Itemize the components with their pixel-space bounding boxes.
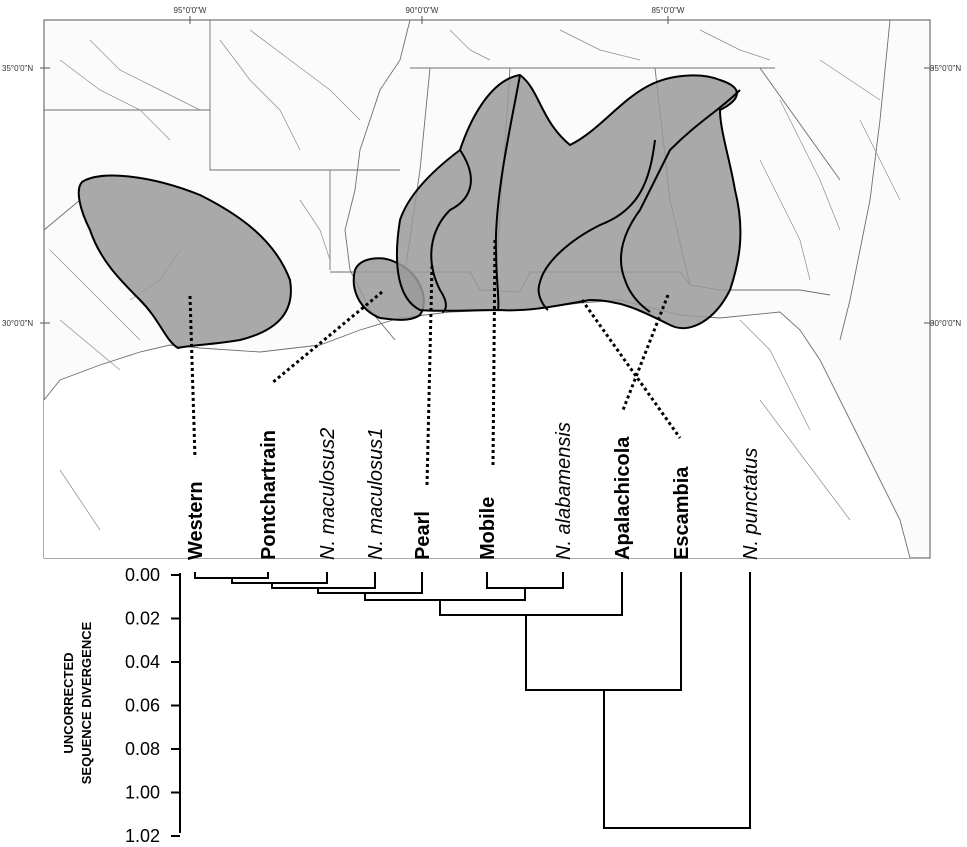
dendrogram: [194, 572, 751, 829]
distribution-ranges: [77, 73, 742, 350]
gulf-of-mexico: [44, 300, 910, 558]
tip-label-n-alabamensis: N. alabamensis: [553, 422, 575, 560]
tip-label-n-maculosus2: N. maculosus2: [317, 428, 339, 560]
tip-label-apalachicola: Apalachicola: [612, 436, 634, 560]
map-leader-lines: [188, 239, 682, 486]
range-western: [77, 174, 292, 350]
leader-mobile: [491, 239, 497, 466]
axis-tick-label: 0.00: [125, 565, 160, 585]
map-panel: 95°0'0"W 90°0'0"W 85°0'0"W 35°0'0"N 30°0…: [2, 6, 961, 559]
drainage-divides: [430, 74, 741, 313]
clade-western-to-mobile: [364, 593, 526, 601]
clade-plus-punctatus: [603, 572, 751, 829]
tip-label-escambia: Escambia: [671, 466, 693, 560]
longitude-label-95w: 95°0'0"W: [174, 6, 207, 15]
clade-plus-apalachicola: [439, 572, 623, 616]
clade-mobile-alabamensis: [486, 572, 564, 589]
leader-apalachicola: [621, 294, 670, 411]
longitude-label-85w: 85°0'0"W: [652, 6, 685, 15]
atlantic-coastline: [839, 19, 891, 341]
tip-label-pontchartrain: Pontchartrain: [258, 430, 280, 560]
clade-plus-pearl: [317, 572, 423, 594]
graticule-ticks: [40, 16, 934, 324]
latitude-label-30n-left: 30°0'0"N: [2, 319, 33, 328]
leader-escambia: [580, 299, 682, 439]
axis-tick-label: 0.08: [125, 739, 160, 759]
clade-western-pontchartrain: [194, 572, 269, 579]
axis-tick-label: 0.06: [125, 696, 160, 716]
axis-tick-label: 0.04: [125, 652, 160, 672]
tree-tip-labels: Western Pontchartrain N. maculosus2 N. macu…: [185, 422, 762, 560]
tip-label-mobile: Mobile: [477, 497, 499, 560]
clade-plus-escambia: [525, 572, 682, 691]
latitude-label-35n-right: 35°0'0"N: [930, 64, 961, 73]
longitude-label-90w: 90°0'0"W: [406, 6, 439, 15]
latitude-label-35n-left: 35°0'0"N: [2, 64, 33, 73]
latitude-label-30n-right: 30°0'0"N: [930, 319, 961, 328]
clade-plus-maculosus2: [231, 572, 328, 584]
tip-label-n-maculosus1: N. maculosus1: [365, 428, 387, 560]
axis-label-line1: UNCORRECTED: [61, 652, 76, 753]
tip-label-pearl: Pearl: [412, 511, 434, 560]
tip-label-n-punctatus: N. punctatus: [740, 448, 762, 560]
axis-label-line2: SEQUENCE DIVERGENCE: [79, 621, 94, 784]
axis-tick-label: 1.00: [125, 783, 160, 803]
tree-axis: 0.00 0.02 0.04 0.06 0.08 1.00 1.02 UNCORRECTED…: [61, 565, 181, 846]
axis-tick-label: 1.02: [125, 826, 160, 846]
tip-label-western: Western: [185, 481, 207, 560]
axis-ticks: 0.00 0.02 0.04 0.06 0.08 1.00 1.02: [125, 565, 180, 846]
axis-tick-label: 0.02: [125, 609, 160, 629]
clade-plus-maculosus1: [271, 572, 376, 589]
leader-pearl: [425, 265, 434, 486]
river-network: [49, 29, 901, 531]
